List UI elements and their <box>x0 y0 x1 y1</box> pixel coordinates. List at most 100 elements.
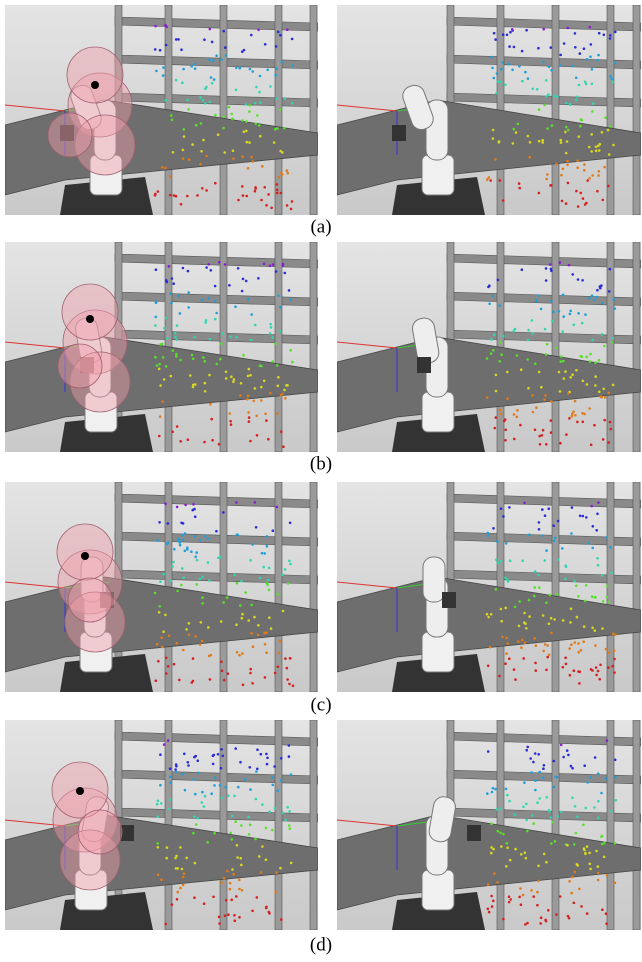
point <box>165 26 168 29</box>
point <box>161 646 164 649</box>
point <box>534 362 537 365</box>
point <box>260 199 263 202</box>
point <box>239 857 242 860</box>
point <box>519 424 522 427</box>
point <box>513 668 516 671</box>
panel-right <box>337 242 641 452</box>
point <box>280 757 283 760</box>
point <box>591 294 594 297</box>
point <box>280 192 283 195</box>
point <box>545 279 548 282</box>
robot-base <box>422 632 454 672</box>
point <box>275 97 278 100</box>
point <box>275 270 278 273</box>
point <box>260 871 263 874</box>
robot-link <box>423 557 445 602</box>
point <box>172 349 175 352</box>
point <box>288 289 291 292</box>
point <box>498 360 501 363</box>
point <box>202 99 205 102</box>
point <box>538 140 541 143</box>
point <box>506 847 509 850</box>
point <box>156 539 159 542</box>
point <box>602 199 605 202</box>
point <box>611 341 614 344</box>
point <box>282 445 285 448</box>
shelf-post <box>552 720 559 930</box>
point <box>168 265 171 268</box>
point <box>172 151 175 154</box>
point <box>536 88 539 91</box>
point <box>271 776 274 779</box>
point <box>566 749 569 752</box>
point <box>241 617 244 620</box>
point <box>247 375 250 378</box>
point <box>565 433 568 436</box>
point <box>604 396 607 399</box>
point <box>154 193 157 196</box>
point <box>286 204 289 207</box>
point <box>513 413 516 416</box>
point <box>614 307 617 310</box>
point <box>258 124 261 127</box>
point <box>492 848 495 851</box>
point <box>543 853 546 856</box>
point <box>544 643 547 646</box>
point <box>591 547 594 550</box>
point <box>534 570 537 573</box>
point <box>607 441 610 444</box>
point <box>524 71 527 74</box>
point <box>175 38 178 41</box>
point <box>199 539 202 542</box>
point <box>180 48 183 51</box>
point <box>537 574 540 577</box>
point <box>240 580 243 583</box>
point <box>539 443 542 446</box>
point <box>559 261 562 264</box>
point <box>556 95 559 98</box>
point <box>550 842 553 845</box>
point <box>192 657 195 660</box>
point <box>563 377 566 380</box>
point <box>545 267 548 270</box>
point <box>583 163 586 166</box>
point <box>562 360 565 363</box>
point <box>179 312 182 315</box>
point <box>513 438 516 441</box>
shelf-post <box>275 482 282 692</box>
point <box>603 856 606 859</box>
point <box>214 318 217 321</box>
point <box>494 427 497 430</box>
shelf-post <box>607 242 614 452</box>
point <box>550 419 553 422</box>
point <box>193 336 196 339</box>
point <box>543 104 546 107</box>
point <box>180 522 183 525</box>
point <box>511 28 514 31</box>
point <box>588 407 591 410</box>
point <box>509 859 512 862</box>
point <box>229 882 232 885</box>
point <box>255 526 258 529</box>
point <box>581 279 584 282</box>
point <box>159 605 162 608</box>
point <box>290 773 293 776</box>
point <box>159 415 162 418</box>
point <box>575 369 578 372</box>
point <box>531 88 534 91</box>
point <box>191 143 194 146</box>
point <box>241 652 244 655</box>
point <box>202 356 205 359</box>
point <box>590 150 593 153</box>
point <box>217 753 220 756</box>
point <box>212 763 215 766</box>
point <box>192 832 195 835</box>
point <box>207 537 210 540</box>
point <box>597 670 600 673</box>
point <box>172 561 175 564</box>
point <box>590 668 593 671</box>
point <box>497 279 500 282</box>
point <box>494 158 497 161</box>
point <box>586 845 589 848</box>
point <box>188 158 191 161</box>
